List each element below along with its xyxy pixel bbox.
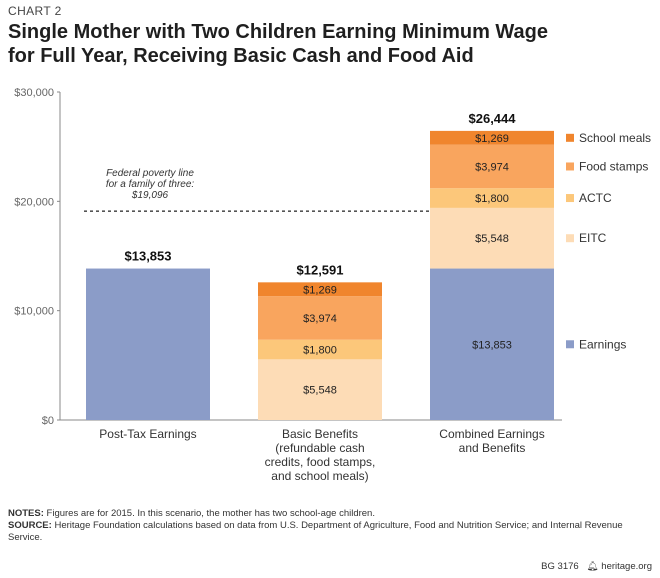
segment-value-label: $3,974 <box>303 313 337 325</box>
bell-icon: 🔔︎ <box>586 561 599 572</box>
legend-swatch-earnings <box>566 340 574 349</box>
poverty-line-label: Federal poverty line <box>106 168 194 179</box>
segment-value-label: $1,269 <box>303 284 337 296</box>
segment-value-label: $3,974 <box>475 161 509 173</box>
segment-value-label: $5,548 <box>475 233 509 245</box>
notes-text: Figures are for 2015. In this scenario, … <box>46 508 375 519</box>
bar-segment-eitc <box>258 359 382 420</box>
legend-label: EITC <box>579 231 607 245</box>
chart-title-line-2: for Full Year, Receiving Basic Cash and … <box>8 45 474 67</box>
bar-segment-food_stamps <box>430 144 554 189</box>
y-tick-label: $30,000 <box>14 87 54 99</box>
x-category-label: and Benefits <box>459 441 526 455</box>
chart-title: Single Mother with Two Children Earning … <box>8 20 648 68</box>
bar-total-label: $26,444 <box>469 111 517 126</box>
bar-segment-actc <box>258 339 382 360</box>
x-category-label: Combined Earnings <box>439 427 544 441</box>
source-line: SOURCE: Heritage Foundation calculations… <box>8 520 648 544</box>
legend-label: Earnings <box>579 337 626 351</box>
bar-segment-school_meals <box>258 282 382 297</box>
bar-segment-actc <box>430 188 554 208</box>
y-tick-label: $10,000 <box>14 306 54 318</box>
bar-segment-earnings <box>430 268 554 420</box>
segment-value-label: $1,800 <box>303 345 337 357</box>
legend-label: ACTC <box>579 191 612 205</box>
footer-site: heritage.org <box>601 561 652 572</box>
bar-total-label: $13,853 <box>125 249 172 264</box>
legend-label: School meals <box>579 131 651 145</box>
segment-value-label: $1,269 <box>475 133 509 145</box>
legend-swatch-food_stamps <box>566 162 574 171</box>
segment-value-label: $13,853 <box>472 339 512 351</box>
x-category-label: Post-Tax Earnings <box>99 427 196 441</box>
x-category-label: credits, food stamps, <box>265 455 376 469</box>
bar-total-label: $12,591 <box>297 262 344 277</box>
source-text: Heritage Foundation calculations based o… <box>8 520 623 543</box>
x-category-label: and school meals) <box>271 469 368 483</box>
notes-line: NOTES: Figures are for 2015. In this sce… <box>8 508 648 520</box>
chart-title-line-1: Single Mother with Two Children Earning … <box>8 21 548 43</box>
y-tick-label: $0 <box>42 415 54 427</box>
chart-number-label: CHART 2 <box>8 4 62 18</box>
footer-id: BG 3176 <box>541 561 579 572</box>
notes-label: NOTES: <box>8 508 44 519</box>
legend-swatch-school_meals <box>566 133 574 142</box>
source-label: SOURCE: <box>8 520 52 531</box>
bar-segment-school_meals <box>430 130 554 145</box>
legend-swatch-eitc <box>566 234 574 243</box>
bar-segment-eitc <box>430 207 554 269</box>
poverty-line-label: $19,096 <box>131 190 169 201</box>
segment-value-label: $5,548 <box>303 385 337 397</box>
x-category-label: (refundable cash <box>275 441 364 455</box>
bar-segment-earnings <box>86 268 210 420</box>
y-tick-label: $20,000 <box>14 196 54 208</box>
poverty-line-label: for a family of three: <box>106 179 195 190</box>
footer: BG 3176 🔔︎ heritage.org <box>541 561 652 572</box>
legend-swatch-actc <box>566 194 574 203</box>
bar-segment-food_stamps <box>258 296 382 340</box>
chart-notes: NOTES: Figures are for 2015. In this sce… <box>8 508 648 544</box>
legend-label: Food stamps <box>579 159 648 173</box>
x-category-label: Basic Benefits <box>282 427 358 441</box>
segment-value-label: $1,800 <box>475 193 509 205</box>
